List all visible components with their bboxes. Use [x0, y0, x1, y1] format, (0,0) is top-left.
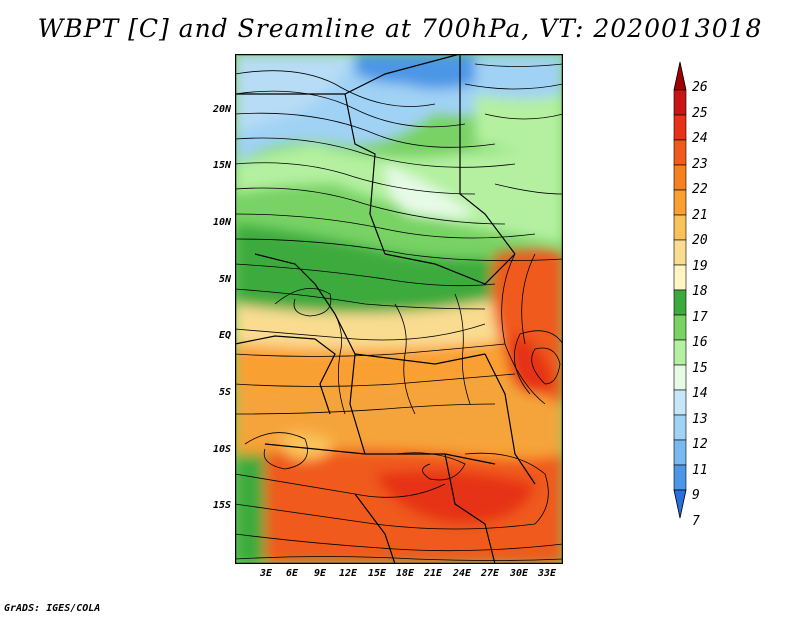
colorbar-swatch — [673, 414, 687, 441]
map-panel — [235, 54, 563, 564]
colorbar-label: 26 — [692, 80, 708, 95]
colorbar-label: 22 — [692, 182, 708, 197]
colorbar — [673, 61, 687, 519]
lon-tick-label: 3E — [259, 568, 273, 579]
colorbar-label: 25 — [692, 105, 708, 121]
colorbar-swatch — [673, 314, 687, 341]
colorbar-swatch — [673, 239, 687, 266]
lon-tick-label: 21E — [423, 568, 443, 579]
lat-tick-label: EQ — [218, 330, 231, 341]
colorbar-bottom-arrow — [673, 489, 687, 519]
lat-tick-label: 5S — [218, 387, 231, 398]
colorbar-swatch — [673, 364, 687, 391]
colorbar-swatch — [673, 139, 687, 166]
lat-tick-label: 10S — [212, 444, 231, 455]
map-title: WBPT [C] and Sreamline at 700hPa, VT: 20… — [37, 14, 763, 43]
map-border — [235, 54, 563, 564]
colorbar-swatch — [673, 189, 687, 216]
colorbar-label: 23 — [692, 156, 708, 172]
country-borders — [235, 54, 536, 564]
colorbar-label: 14 — [692, 386, 708, 401]
colorbar-label: 12 — [692, 437, 708, 452]
colorbar-swatch — [673, 439, 687, 466]
colorbar-label: 17 — [692, 309, 708, 325]
lat-tick-label: 5N — [218, 274, 231, 285]
colorbar-top-arrow — [673, 61, 687, 91]
colorbar-swatch — [673, 464, 687, 491]
colorbar-label: 13 — [692, 411, 708, 427]
temperature-field — [235, 54, 563, 564]
colorbar-label: 18 — [692, 284, 708, 299]
streamlines — [235, 63, 563, 561]
lat-tick-label: 20N — [212, 104, 231, 115]
colorbar-label: 21 — [692, 207, 708, 223]
lon-tick-label: 30E — [509, 568, 529, 579]
lon-tick-label: 12E — [338, 568, 358, 579]
lat-tick-label: 15N — [212, 160, 231, 171]
colorbar-swatch — [673, 389, 687, 416]
lon-tick-label: 33E — [537, 568, 557, 579]
lat-tick-label: 10N — [212, 217, 231, 228]
colorbar-label: 24 — [692, 131, 708, 146]
lon-tick-label: 9E — [313, 568, 327, 579]
colorbar-swatch — [673, 214, 687, 241]
colorbar-swatch — [673, 164, 687, 191]
colorbar-swatch — [673, 339, 687, 366]
colorbar-swatch — [673, 289, 687, 316]
colorbar-label: 19 — [692, 258, 708, 274]
lon-tick-label: 27E — [480, 568, 500, 579]
colorbar-swatch — [673, 264, 687, 291]
lon-tick-label: 18E — [395, 568, 415, 579]
lon-tick-label: 15E — [367, 568, 387, 579]
lat-tick-label: 15S — [212, 500, 231, 511]
colorbar-label: 7 — [692, 513, 700, 529]
wbpt-streamline-map — [235, 54, 563, 564]
lon-tick-label: 24E — [452, 568, 472, 579]
colorbar-swatch — [673, 114, 687, 141]
lon-tick-label: 6E — [285, 568, 299, 579]
colorbar-label: 15 — [692, 360, 708, 376]
colorbar-label: 11 — [692, 462, 708, 478]
colorbar-label: 9 — [692, 488, 700, 503]
colorbar-swatch — [673, 89, 687, 116]
footer-credit: GrADS: IGES/COLA — [4, 603, 101, 614]
colorbar-label: 20 — [692, 233, 708, 248]
colorbar-label: 16 — [692, 335, 708, 350]
